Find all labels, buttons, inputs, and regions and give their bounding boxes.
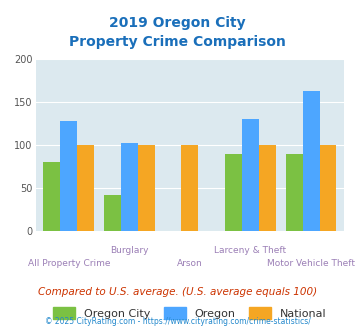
Text: Arson: Arson bbox=[177, 259, 203, 268]
Bar bbox=[121, 143, 138, 231]
Text: © 2025 CityRating.com - https://www.cityrating.com/crime-statistics/: © 2025 CityRating.com - https://www.city… bbox=[45, 317, 310, 326]
Bar bbox=[259, 145, 276, 231]
Bar bbox=[138, 145, 155, 231]
Bar bbox=[286, 154, 302, 231]
Bar bbox=[43, 162, 60, 231]
Text: Larceny & Theft: Larceny & Theft bbox=[214, 246, 286, 255]
Bar bbox=[320, 145, 337, 231]
Text: Motor Vehicle Theft: Motor Vehicle Theft bbox=[267, 259, 355, 268]
Bar bbox=[181, 145, 198, 231]
Text: Compared to U.S. average. (U.S. average equals 100): Compared to U.S. average. (U.S. average … bbox=[38, 287, 317, 297]
Text: 2019 Oregon City
Property Crime Comparison: 2019 Oregon City Property Crime Comparis… bbox=[69, 16, 286, 49]
Bar bbox=[60, 121, 77, 231]
Bar bbox=[77, 145, 94, 231]
Legend: Oregon City, Oregon, National: Oregon City, Oregon, National bbox=[47, 302, 333, 324]
Bar bbox=[302, 91, 320, 231]
Text: All Property Crime: All Property Crime bbox=[28, 259, 110, 268]
Text: Burglary: Burglary bbox=[110, 246, 149, 255]
Bar bbox=[242, 119, 259, 231]
Bar bbox=[225, 154, 242, 231]
Bar bbox=[104, 195, 121, 231]
